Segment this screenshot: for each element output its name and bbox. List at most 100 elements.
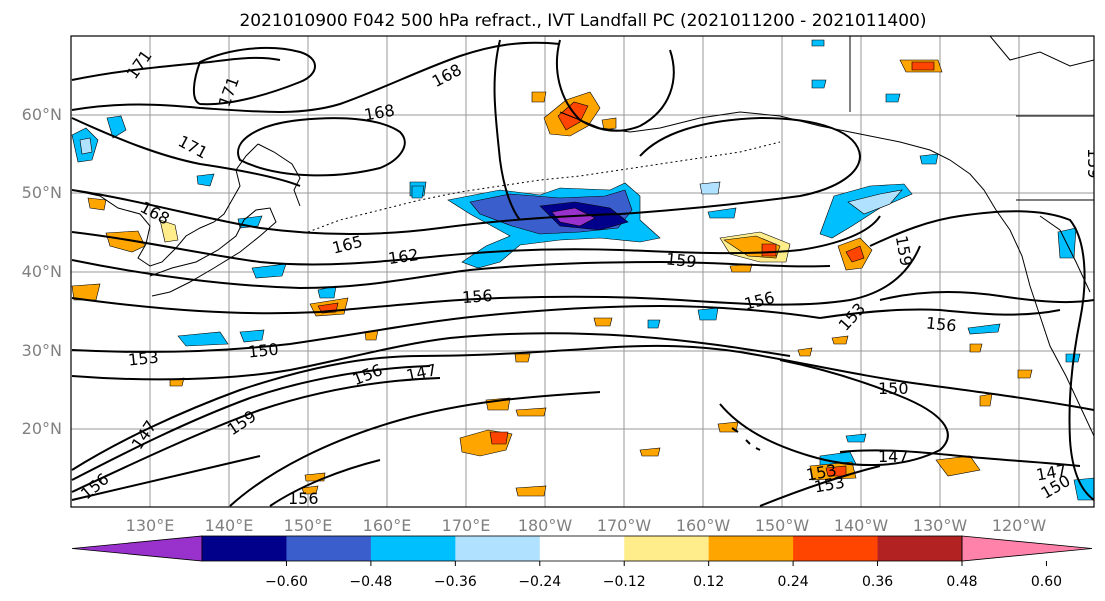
alaska-coastline [559, 111, 1094, 437]
lon-tick-label: 140°E [205, 516, 254, 535]
lat-tick-label: 60°N [22, 105, 62, 124]
colorbar-tick-label: −0.24 [518, 574, 561, 590]
anomaly-patch [919, 153, 939, 165]
anomaly-patch [239, 329, 265, 343]
anomaly-patch [811, 39, 825, 47]
colorbar-swatch [624, 536, 710, 561]
colorbar-tick-label: −0.12 [603, 574, 646, 590]
anomaly-patch [761, 243, 777, 257]
lon-tick-label: 150°W [755, 516, 810, 535]
colorbar-swatch [370, 536, 456, 561]
anomaly-patch [177, 331, 229, 347]
contour-171 [71, 56, 281, 81]
colorbar-swatch [286, 536, 372, 561]
anomaly-patch [71, 283, 101, 301]
anomaly-patch [159, 219, 179, 243]
contour-162 [71, 215, 881, 266]
anomaly-patch [639, 447, 661, 457]
colorbar-tick-label: −0.48 [349, 574, 392, 590]
anomaly-patch [514, 353, 531, 363]
anomaly-patch [301, 485, 319, 495]
anomaly-patch [515, 407, 547, 417]
contour-label: 150 [878, 379, 909, 398]
colorbar-swatch [793, 536, 879, 561]
anomaly-patch [969, 343, 983, 353]
canada-border [849, 36, 1094, 201]
lon-tick-label: 170°W [597, 516, 652, 535]
lon-tick-label: 140°W [834, 516, 889, 535]
latitude-axis: 60°N 50°N 40°N 30°N 20°N [22, 105, 62, 438]
anomaly-patch [697, 307, 719, 321]
anomaly-patch [87, 197, 107, 211]
anomaly-patch [557, 101, 589, 131]
contour-label: 156 [288, 489, 319, 508]
anomaly-patch [196, 173, 215, 187]
map-panel: 171 171 168 168 171 168 165 162 159 156 … [70, 35, 1103, 508]
colorbar-swatch [708, 536, 794, 561]
contour-147-south [839, 449, 1081, 467]
anomaly-patch [489, 431, 509, 445]
anomaly-patch [647, 319, 661, 329]
contour-150-east [719, 359, 949, 466]
contour-label: 159 [1084, 148, 1103, 179]
hawaii-islands [731, 427, 761, 451]
anomaly-patch [885, 93, 901, 103]
colorbar-max-extension [961, 535, 1093, 562]
lon-tick-label: 160°E [363, 516, 412, 535]
colorbar-swatch [877, 536, 963, 561]
lon-tick-label: 150°E [284, 516, 333, 535]
coastlines [71, 36, 1094, 451]
anomaly-patch [979, 393, 993, 407]
aleutian-chain [307, 141, 781, 233]
contour-label: 156 [461, 286, 493, 307]
longitude-axis: 130°E 140°E 150°E 160°E 170°E 180°W 170°… [126, 516, 1047, 535]
anomaly-patch [911, 61, 935, 71]
lon-tick-label: 170°E [442, 516, 491, 535]
contour-159-east [869, 210, 1094, 501]
map-title: 2021010900 F042 500 hPa refract., IVT La… [239, 11, 926, 31]
contour-156-south [269, 459, 381, 507]
contour-165 [71, 116, 862, 235]
contour-171-west [71, 117, 301, 187]
lat-tick-label: 30°N [22, 341, 62, 360]
contour-label: 150 [247, 340, 279, 362]
lat-tick-label: 40°N [22, 262, 62, 281]
colorbar-swatch [539, 536, 625, 561]
anomaly-patch [811, 79, 827, 89]
anomaly-patch [831, 335, 849, 345]
contour-171-ridge [193, 46, 316, 106]
shading-layer [71, 39, 1094, 501]
colorbar-swatch [202, 536, 287, 561]
anomaly-patch [845, 245, 865, 263]
contour-label-layer: 171 171 168 168 171 168 165 162 159 156 … [77, 47, 1103, 508]
colorbar: −0.60 −0.48 −0.36 −0.24 −0.12 0.12 0.24 … [71, 535, 1093, 590]
contour-168-loop [237, 117, 406, 177]
colorbar-frame [201, 535, 963, 562]
contour-153 [71, 304, 821, 353]
contour-159-jet [71, 377, 441, 493]
contour-159 [71, 259, 831, 290]
colorbar-tick-label: −0.36 [434, 574, 477, 590]
contour-bering [493, 39, 675, 221]
lon-tick-label: 160°W [676, 516, 731, 535]
colorbar-tick-label: 0.12 [693, 574, 724, 590]
anomaly-patch [847, 189, 903, 215]
contour-150 [71, 332, 791, 381]
anomaly-patch [699, 181, 721, 195]
colorbar-tick-label: 0.48 [946, 574, 977, 590]
kamchatka-coastline [257, 143, 301, 207]
anomaly-patch [411, 185, 425, 199]
contour-label: 153 [127, 348, 159, 370]
anomaly-patch [797, 347, 813, 357]
anomaly-patch [105, 230, 146, 253]
colorbar-ticks: −0.60 −0.48 −0.36 −0.24 −0.12 0.12 0.24 … [265, 574, 1062, 590]
contour-156 [71, 245, 921, 315]
anomaly-patch [79, 137, 93, 155]
lat-tick-label: 20°N [22, 419, 62, 438]
lon-tick-label: 130°W [913, 516, 968, 535]
contour-147-east [739, 351, 1094, 411]
lon-tick-label: 130°E [126, 516, 175, 535]
colorbar-tick-label: 0.36 [862, 574, 893, 590]
colorbar-swatch [455, 536, 541, 561]
